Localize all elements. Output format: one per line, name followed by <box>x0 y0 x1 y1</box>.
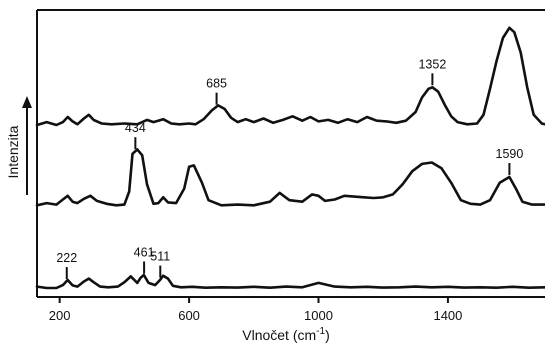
spectrum-trace-top <box>35 26 545 127</box>
x-tick-label: 1400 <box>433 308 462 323</box>
peak-label: 1590 <box>496 147 524 161</box>
x-tick-label: 1000 <box>304 308 333 323</box>
spectrum-trace-bottom <box>35 273 545 290</box>
spectrum-traces <box>35 26 545 290</box>
y-axis-arrow <box>22 96 32 195</box>
peak-label: 434 <box>125 121 146 135</box>
x-tick-label: 200 <box>49 308 71 323</box>
x-axis-label: Vlnočet (cm-1) <box>242 326 330 343</box>
x-axis-label-superscript: -1 <box>316 326 325 337</box>
x-axis-label-close: ) <box>325 327 330 343</box>
peak-label: 461 <box>134 245 155 259</box>
peak-label: 685 <box>206 77 227 91</box>
x-tick-label: 600 <box>178 308 200 323</box>
y-axis-label: Intenzita <box>5 125 21 178</box>
peak-label: 1352 <box>418 57 446 71</box>
x-ticks: 200 600 1000 1400 <box>49 297 462 323</box>
spectrum-trace-middle <box>35 148 545 207</box>
peak-label: 511 <box>150 250 170 264</box>
peak-label: 222 <box>56 251 77 265</box>
